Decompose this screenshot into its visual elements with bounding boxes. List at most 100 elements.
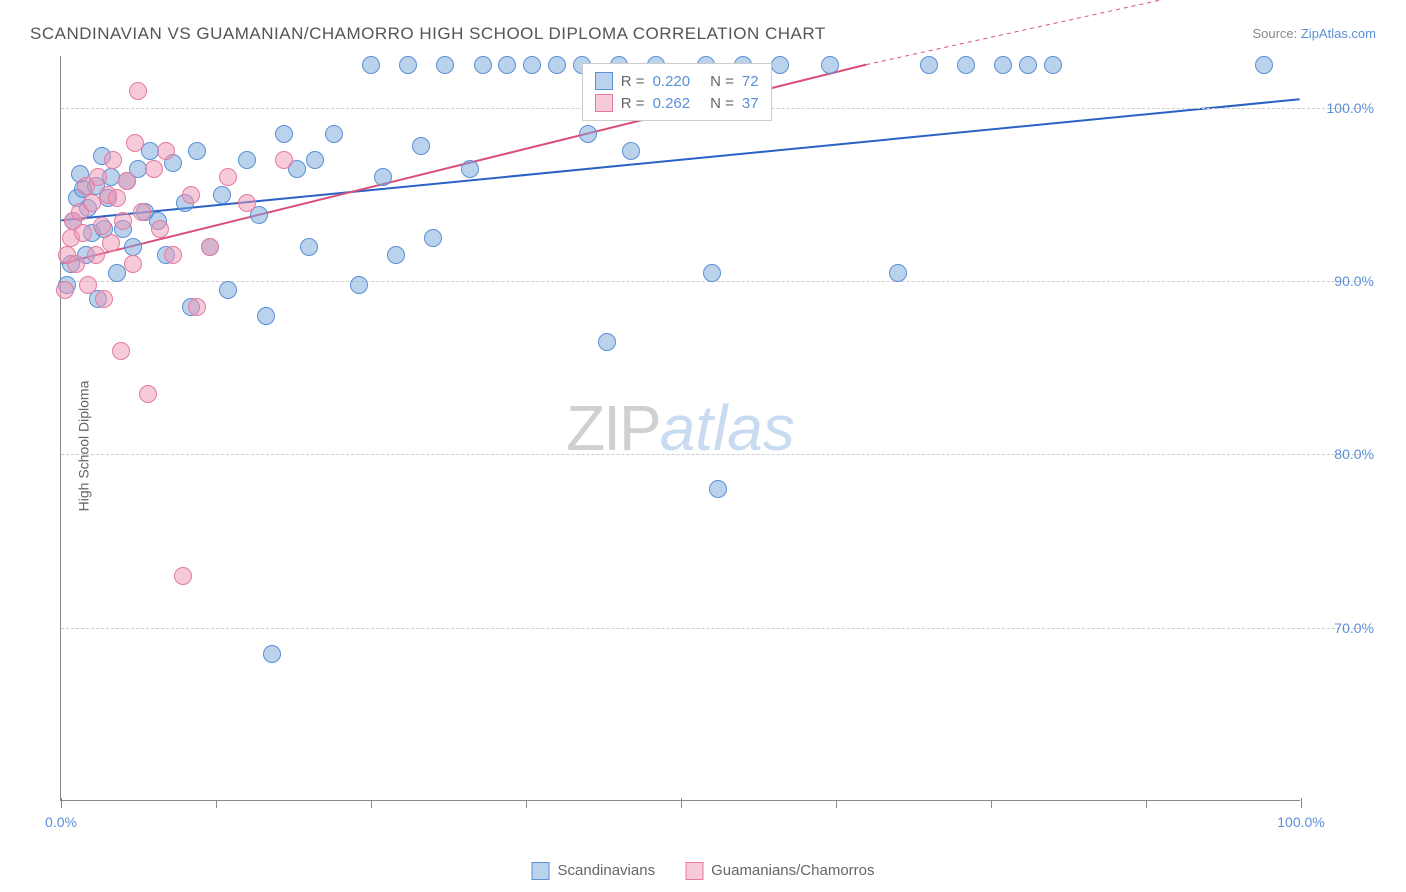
scatter-point — [436, 56, 454, 74]
xtick-minor — [991, 800, 992, 808]
scatter-point — [108, 189, 126, 207]
scatter-point — [126, 134, 144, 152]
scatter-point — [188, 142, 206, 160]
scatter-point — [275, 151, 293, 169]
scatter-point — [1044, 56, 1062, 74]
scatter-point — [412, 137, 430, 155]
scatter-point — [108, 264, 126, 282]
scatter-point — [523, 56, 541, 74]
scatter-point — [89, 168, 107, 186]
r-value: 0.220 — [653, 73, 691, 90]
scatter-point — [182, 186, 200, 204]
scatter-point — [114, 212, 132, 230]
source-attribution: Source: ZipAtlas.com — [1252, 26, 1376, 41]
ytick-label: 100.0% — [1327, 100, 1374, 116]
scatter-point — [350, 276, 368, 294]
scatter-point — [1019, 56, 1037, 74]
scatter-point — [275, 125, 293, 143]
r-label: R = — [621, 95, 645, 112]
ytick-label: 90.0% — [1334, 273, 1374, 289]
legend-swatch — [685, 862, 703, 880]
stats-legend: R = 0.220 N = 72 R = 0.262 N = 37 — [582, 63, 772, 121]
bottom-legend-item: Scandinavians — [532, 862, 656, 880]
bottom-legend: Scandinavians Guamanians/Chamorros — [532, 862, 875, 880]
scatter-point — [67, 255, 85, 273]
source-label: Source: — [1252, 26, 1300, 41]
n-label: N = — [710, 95, 734, 112]
scatter-point — [74, 224, 92, 242]
watermark-part1: ZIP — [566, 392, 660, 464]
scatter-point — [93, 217, 111, 235]
scatter-point — [325, 125, 343, 143]
legend-label: Scandinavians — [558, 862, 656, 879]
scatter-point — [238, 151, 256, 169]
scatter-point — [201, 238, 219, 256]
scatter-point — [188, 298, 206, 316]
scatter-point — [219, 168, 237, 186]
source-link[interactable]: ZipAtlas.com — [1301, 26, 1376, 41]
bottom-legend-item: Guamanians/Chamorros — [685, 862, 874, 880]
scatter-point — [598, 333, 616, 351]
r-value: 0.262 — [653, 95, 691, 112]
scatter-point — [994, 56, 1012, 74]
scatter-point — [548, 56, 566, 74]
scatter-point — [118, 172, 136, 190]
scatter-point — [461, 160, 479, 178]
scatter-point — [1255, 56, 1273, 74]
stats-legend-row: R = 0.262 N = 37 — [595, 92, 759, 114]
scatter-point — [622, 142, 640, 160]
scatter-point — [87, 246, 105, 264]
scatter-point — [83, 194, 101, 212]
scatter-point — [124, 255, 142, 273]
scatter-point — [424, 229, 442, 247]
scatter-point — [362, 56, 380, 74]
xtick-minor — [836, 800, 837, 808]
scatter-point — [219, 281, 237, 299]
n-value: 72 — [742, 73, 759, 90]
chart-container: SCANDINAVIAN VS GUAMANIAN/CHAMORRO HIGH … — [0, 0, 1406, 892]
scatter-point — [474, 56, 492, 74]
scatter-point — [579, 125, 597, 143]
scatter-point — [133, 203, 151, 221]
grid-line — [61, 454, 1360, 455]
scatter-point — [387, 246, 405, 264]
xtick-minor — [216, 800, 217, 808]
legend-swatch — [595, 72, 613, 90]
scatter-point — [498, 56, 516, 74]
plot-area: ZIPatlas 70.0%80.0%90.0%100.0%0.0%100.0%… — [60, 56, 1300, 801]
scatter-point — [957, 56, 975, 74]
xtick-minor — [371, 800, 372, 808]
scatter-point — [889, 264, 907, 282]
xtick-label: 100.0% — [1277, 814, 1324, 830]
ytick-label: 70.0% — [1334, 620, 1374, 636]
scatter-point — [174, 567, 192, 585]
n-value: 37 — [742, 95, 759, 112]
scatter-point — [164, 246, 182, 264]
scatter-point — [112, 342, 130, 360]
stats-legend-row: R = 0.220 N = 72 — [595, 70, 759, 92]
legend-swatch — [595, 94, 613, 112]
xtick — [61, 798, 62, 808]
legend-label: Guamanians/Chamorros — [711, 862, 874, 879]
xtick — [681, 798, 682, 808]
scatter-point — [129, 82, 147, 100]
scatter-point — [920, 56, 938, 74]
watermark-part2: atlas — [660, 392, 795, 464]
n-label: N = — [710, 73, 734, 90]
scatter-point — [56, 281, 74, 299]
legend-swatch — [532, 862, 550, 880]
scatter-point — [139, 385, 157, 403]
scatter-point — [151, 220, 169, 238]
scatter-point — [709, 480, 727, 498]
scatter-point — [374, 168, 392, 186]
scatter-point — [157, 142, 175, 160]
scatter-point — [102, 234, 120, 252]
scatter-point — [306, 151, 324, 169]
scatter-point — [145, 160, 163, 178]
scatter-point — [104, 151, 122, 169]
scatter-point — [821, 56, 839, 74]
xtick-label: 0.0% — [45, 814, 77, 830]
scatter-point — [771, 56, 789, 74]
xtick-minor — [526, 800, 527, 808]
grid-line — [61, 628, 1360, 629]
